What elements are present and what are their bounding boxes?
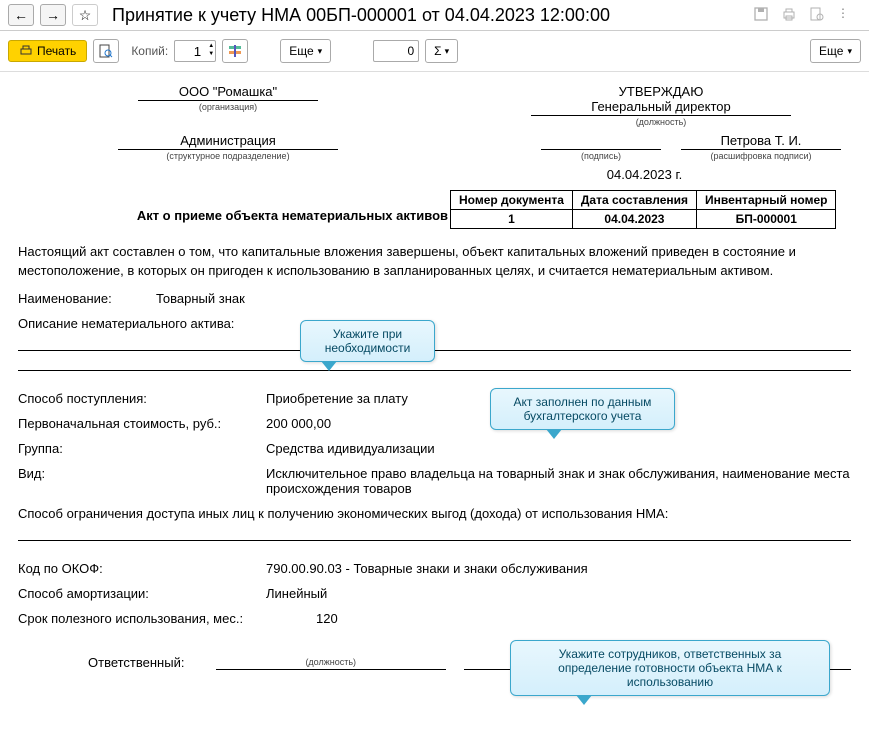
settings-button[interactable] — [222, 39, 248, 63]
amort-label: Способ амортизации: — [18, 586, 258, 601]
body-text: Настоящий акт составлен о том, что капит… — [18, 243, 851, 281]
group-value: Средства идивидуализации — [266, 441, 851, 456]
resp-sig1: (должность) — [216, 654, 446, 670]
kind-label: Вид: — [18, 466, 78, 496]
org-caption: (организация) — [138, 102, 318, 112]
okof-value: 790.00.90.03 - Товарные знаки и знаки об… — [266, 561, 851, 576]
org-value: ООО "Ромашка" — [138, 84, 318, 101]
resp-label: Ответственный: — [18, 655, 198, 670]
document-area: ООО "Ромашка" (организация) УТВЕРЖДАЮ Ге… — [0, 72, 869, 682]
callout-necessity: Укажите при необходимости — [300, 320, 435, 362]
cost-label: Первоначальная стоимость, руб.: — [18, 416, 258, 431]
kind-value: Исключительное право владельца на товарн… — [266, 466, 851, 496]
desc-label: Описание нематериального актива: — [18, 316, 234, 331]
callout-responsible: Укажите сотрудников, ответственных за оп… — [510, 640, 830, 696]
position-caption: (должность) — [531, 117, 791, 127]
forward-button[interactable]: → — [40, 4, 66, 26]
utverzhdayu-label: УТВЕРЖДАЮ — [531, 84, 791, 99]
restrict-line — [18, 525, 851, 541]
sign-caption: (подпись) — [541, 151, 661, 161]
val-docnum: 1 — [451, 210, 573, 229]
dept-caption: (структурное подразделение) — [118, 151, 338, 161]
restrict-label: Способ ограничения доступа иных лиц к по… — [18, 506, 668, 521]
col-docnum: Номер документа — [451, 191, 573, 210]
menu-icon[interactable]: ⋮ — [837, 6, 855, 24]
name-value-field: Товарный знак — [156, 291, 851, 306]
approve-date: 04.04.2023 г. — [438, 167, 851, 182]
amort-value: Линейный — [266, 586, 851, 601]
sign-line — [541, 133, 661, 150]
name-value: Петрова Т. И. — [681, 133, 841, 150]
name-caption: (расшифровка подписи) — [681, 151, 841, 161]
col-invnum: Инвентарный номер — [697, 191, 836, 210]
header-bar: ← → ☆ Принятие к учету НМА 00БП-000001 о… — [0, 0, 869, 31]
copies-spinner[interactable]: ▲▼ — [208, 42, 214, 58]
life-label: Срок полезного использования, мес.: — [18, 611, 308, 626]
save-icon[interactable] — [753, 6, 771, 24]
preview-icon[interactable] — [809, 6, 827, 24]
callout-accounting: Акт заполнен по данным бухгалтерского уч… — [490, 388, 675, 430]
val-date: 04.04.2023 — [572, 210, 696, 229]
sigma-button[interactable]: Σ ▾ — [425, 39, 458, 63]
act-info-table: Номер документа Дата составления Инвента… — [450, 190, 836, 229]
preview-button[interactable] — [93, 39, 119, 63]
group-label: Группа: — [18, 441, 258, 456]
okof-label: Код по ОКОФ: — [18, 561, 258, 576]
page-title: Принятие к учету НМА 00БП-000001 от 04.0… — [112, 5, 747, 26]
toolbar: Печать Копий: ▲▼ Еще ▾ 0 Σ ▾ Еще ▾ — [0, 31, 869, 72]
life-value: 120 — [316, 611, 851, 626]
position-value: Генеральный директор — [531, 99, 791, 116]
back-button[interactable]: ← — [8, 4, 34, 26]
count-box: 0 — [373, 40, 419, 62]
act-title: Акт о приеме объекта нематериальных акти… — [18, 190, 448, 223]
print-button[interactable]: Печать — [8, 40, 87, 62]
print-button-label: Печать — [37, 44, 76, 58]
method-label: Способ поступления: — [18, 391, 258, 406]
favorite-button[interactable]: ☆ — [72, 4, 98, 26]
col-date: Дата составления — [572, 191, 696, 210]
print-icon[interactable] — [781, 6, 799, 24]
val-invnum: БП-000001 — [697, 210, 836, 229]
name-label: Наименование: — [18, 291, 148, 306]
dept-value: Администрация — [118, 133, 338, 150]
copies-label: Копий: — [131, 44, 168, 58]
more-button-right[interactable]: Еще ▾ — [810, 39, 861, 63]
more-button-left[interactable]: Еще ▾ — [280, 39, 331, 63]
